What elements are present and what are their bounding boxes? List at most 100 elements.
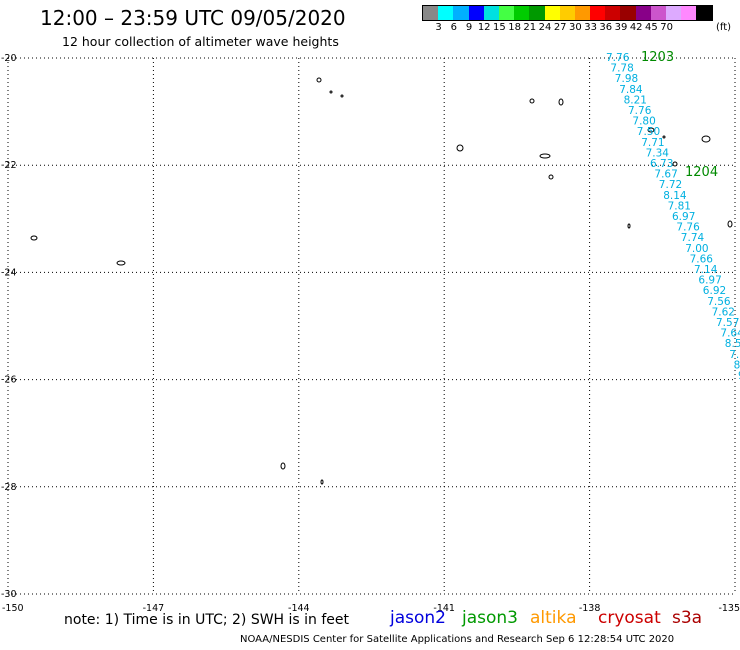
swh-label: 6.92 xyxy=(703,285,726,297)
swh-label: 7.5 xyxy=(729,349,740,361)
lon-tick-label: -141 xyxy=(433,603,455,614)
swh-label: 7.00 xyxy=(685,243,708,255)
swh-label: 7.71 xyxy=(641,137,664,149)
scale-swatch xyxy=(529,6,545,20)
scale-swatch xyxy=(574,6,591,20)
scale-label: 9 xyxy=(465,22,473,33)
scale-swatch xyxy=(696,6,712,20)
scale-label: 3 xyxy=(435,22,442,33)
scale-swatch xyxy=(635,6,651,20)
pass-number-label: 1204 xyxy=(685,165,718,180)
island-outline xyxy=(548,174,554,180)
swh-label: 7.84 xyxy=(619,84,643,96)
map-title: 12:00 – 23:59 UTC 09/05/2020 xyxy=(40,6,346,30)
swh-label: 7.98 xyxy=(615,73,638,85)
swh-label: 7.57 xyxy=(716,317,739,329)
island-outline xyxy=(316,77,322,83)
lon-tick-label: -150 xyxy=(2,603,24,614)
scale-label: 24 xyxy=(538,22,552,33)
scale-label: 70 xyxy=(660,22,673,33)
scale-swatch xyxy=(544,6,560,20)
island-outline xyxy=(558,98,564,106)
island-outline xyxy=(539,153,551,159)
scale-label: 15 xyxy=(493,22,506,33)
scale-label: 33 xyxy=(584,22,597,33)
swh-label: 7.67 xyxy=(654,169,677,181)
scale-label: 42 xyxy=(629,22,643,33)
lat-tick-label: -20 xyxy=(1,53,17,64)
island-outline xyxy=(116,260,126,266)
swh-label: 7.81 xyxy=(668,200,691,212)
swh-label: 6.97 xyxy=(698,275,721,287)
scale-swatch xyxy=(514,6,530,20)
island-outline xyxy=(329,90,333,94)
swh-label: 7.80 xyxy=(632,116,655,128)
swh-label: 7.76 xyxy=(628,105,652,117)
island-outline xyxy=(320,479,324,485)
island-outline xyxy=(280,462,286,470)
scale-label: 18 xyxy=(508,22,521,33)
island-outline xyxy=(627,223,631,229)
island-outline xyxy=(529,98,535,104)
swh-label: 7.76 xyxy=(606,52,630,64)
swh-label: 7.62 xyxy=(712,306,735,318)
swh-label: 8.0 xyxy=(734,359,740,371)
swh-label: 8.14 xyxy=(663,190,687,202)
color-scale-unit: (ft) xyxy=(716,22,732,33)
island-outline xyxy=(727,220,733,228)
swh-label: 7.78 xyxy=(610,63,633,75)
lon-tick-label: -147 xyxy=(143,603,165,614)
island-outline xyxy=(701,135,711,143)
swh-label: 7.74 xyxy=(681,232,705,244)
satellite-legend-s3a: s3a xyxy=(672,608,703,628)
island-outline xyxy=(340,94,344,98)
scale-swatch xyxy=(423,6,439,20)
scale-label: 30 xyxy=(569,22,582,33)
scale-swatch xyxy=(498,6,515,20)
scale-swatch xyxy=(605,6,621,20)
swh-label: 7.56 xyxy=(707,296,731,308)
lon-tick-label: -144 xyxy=(288,603,310,614)
pass-number-label: 1203 xyxy=(641,50,674,65)
swh-label: 8.51 xyxy=(725,338,740,350)
lat-tick-label: -30 xyxy=(1,589,17,600)
scale-label: 12 xyxy=(477,22,491,33)
swh-label: 6.97 xyxy=(672,211,695,223)
scale-label: 36 xyxy=(599,22,613,33)
swh-label: 7.76 xyxy=(676,222,700,234)
lon-tick-label: -135 xyxy=(718,603,740,614)
swh-label: 7.64 xyxy=(720,328,740,340)
wave-height-color-scale xyxy=(422,5,713,21)
footer-note: note: 1) Time is in UTC; 2) SWH is in fe… xyxy=(64,612,350,628)
scale-label: 39 xyxy=(614,22,628,33)
scale-swatch xyxy=(453,6,469,20)
map-subtitle: 12 hour collection of altimeter wave hei… xyxy=(62,34,339,49)
swh-label: 7.34 xyxy=(646,147,670,159)
swh-label: 9 xyxy=(738,370,740,382)
lat-tick-label: -28 xyxy=(1,482,17,493)
island-outline xyxy=(662,135,666,139)
scale-swatch xyxy=(650,6,666,20)
lat-tick-label: -26 xyxy=(1,375,17,386)
swh-label: 7.72 xyxy=(659,179,682,191)
scale-swatch xyxy=(483,6,499,20)
scale-swatch xyxy=(590,6,606,20)
island-outline xyxy=(30,235,38,241)
scale-label: 21 xyxy=(523,22,537,33)
scale-label: 6 xyxy=(450,22,457,33)
lat-tick-label: -24 xyxy=(1,267,17,278)
island-outline xyxy=(647,127,655,133)
satellite-legend-altika: altika xyxy=(530,608,577,628)
scale-swatch xyxy=(666,6,682,20)
swh-label: 7.66 xyxy=(690,253,714,265)
scale-swatch xyxy=(681,6,697,20)
scale-label: 27 xyxy=(553,22,567,33)
satellite-legend-jason3: jason3 xyxy=(462,608,518,628)
swh-label: 6.73 xyxy=(650,158,673,170)
lon-tick-label: -138 xyxy=(579,603,601,614)
credit-line: NOAA/NESDIS Center for Satellite Applica… xyxy=(240,634,675,645)
satellite-legend-cryosat: cryosat xyxy=(598,608,661,628)
scale-swatch xyxy=(620,6,636,20)
